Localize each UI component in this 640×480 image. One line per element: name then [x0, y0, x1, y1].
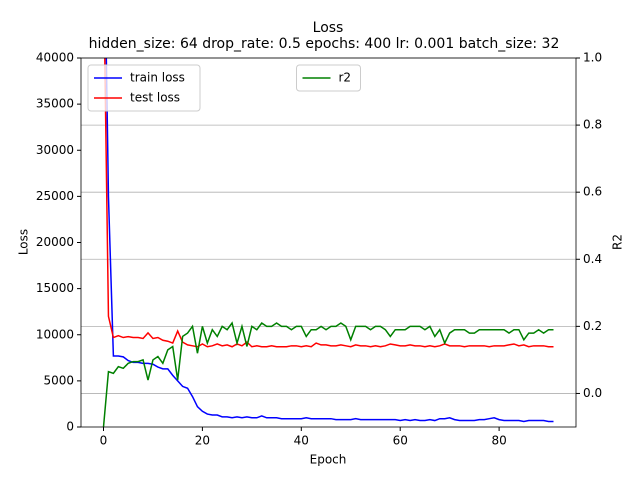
y2-tick-label: 0.0 — [583, 386, 602, 400]
x-tick-label: 20 — [195, 434, 210, 448]
y-tick-label: 20000 — [36, 235, 74, 249]
x-axis-label: Epoch — [310, 453, 347, 467]
chart-title: Loss — [313, 20, 344, 36]
series-line — [104, 58, 554, 348]
chart-subtitle: hidden_size: 64 drop_rate: 0.5 epochs: 4… — [89, 36, 560, 52]
x-tick-label: 40 — [294, 434, 309, 448]
y-tick-label: 25000 — [36, 189, 74, 203]
series-line — [102, 321, 554, 427]
y-tick-label: 15000 — [36, 281, 74, 295]
y-axis-label: Loss — [17, 229, 31, 255]
legend-label: test loss — [130, 91, 180, 105]
y-tick-label: 5000 — [43, 373, 74, 387]
legend-box — [87, 64, 201, 112]
plot-frame — [80, 57, 577, 428]
y-tick-label: 10000 — [36, 327, 74, 341]
y2-tick-label: 0.4 — [583, 252, 602, 266]
y2-axis-label: R2 — [611, 234, 625, 250]
legend-label: r2 — [339, 71, 352, 85]
x-tick-label: 0 — [100, 434, 108, 448]
y-tick-label: 40000 — [36, 51, 74, 65]
y2-tick-label: 1.0 — [583, 51, 602, 65]
x-tick-label: 60 — [393, 434, 408, 448]
y2-tick-label: 0.8 — [583, 118, 602, 132]
series-line — [105, 58, 554, 423]
y2-tick-label: 0.6 — [583, 185, 602, 199]
y2-tick-label: 0.2 — [583, 319, 602, 333]
y-tick-label: 30000 — [36, 143, 74, 157]
x-tick-label: 80 — [491, 434, 506, 448]
y-tick-label: 35000 — [36, 97, 74, 111]
legend-label: train loss — [130, 71, 185, 85]
y-tick-label: 0 — [66, 420, 74, 434]
